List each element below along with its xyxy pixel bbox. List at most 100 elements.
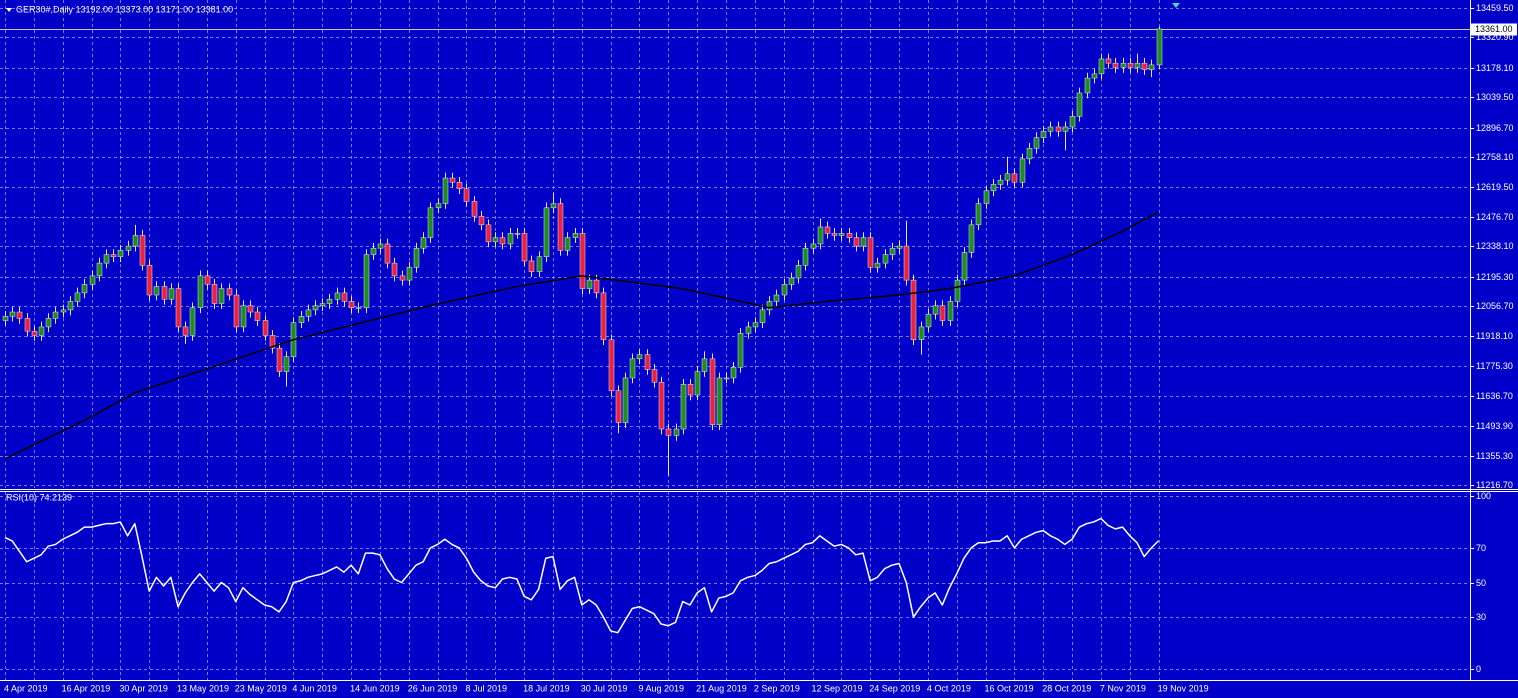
candle-body bbox=[226, 288, 233, 296]
x-tick-label: 16 Apr 2019 bbox=[62, 683, 111, 693]
shift-marker[interactable] bbox=[1172, 3, 1180, 8]
candle-body bbox=[449, 177, 456, 183]
candle-body bbox=[319, 303, 326, 306]
candle-body bbox=[334, 292, 341, 300]
candle-body bbox=[218, 288, 225, 304]
candle-body bbox=[1105, 58, 1112, 64]
candle-body bbox=[427, 207, 434, 238]
candle-body bbox=[874, 262, 881, 268]
candle-body bbox=[326, 299, 333, 304]
candle-body bbox=[485, 224, 492, 243]
candle-body bbox=[737, 333, 744, 368]
candle-body bbox=[182, 326, 189, 336]
candle-body bbox=[853, 237, 860, 247]
x-tick-label: 4 Apr 2019 bbox=[4, 683, 48, 693]
y-tick-label: 50 bbox=[1476, 578, 1486, 588]
x-tick-label: 28 Oct 2019 bbox=[1042, 683, 1091, 693]
candle-body bbox=[16, 311, 23, 319]
chart-title: GER30#,Daily 13192.00 13373.00 13171.00 … bbox=[16, 4, 233, 14]
candle-body bbox=[463, 188, 470, 202]
candle-body bbox=[478, 216, 485, 226]
y-tick-label: 11775.30 bbox=[1476, 361, 1513, 371]
moving-average bbox=[4, 211, 1159, 460]
candle-body bbox=[45, 318, 52, 328]
candle-body bbox=[644, 354, 651, 370]
candle-body bbox=[773, 294, 780, 302]
price-label: 13361.00 bbox=[1475, 24, 1513, 34]
candle-body bbox=[716, 377, 723, 425]
label-layer: 4 Apr 2019 16 Apr 2019 30 Apr 2019 13 May 2… bbox=[4, 3, 1517, 693]
candle-body bbox=[701, 358, 708, 372]
y-tick-label: 13178.10 bbox=[1476, 63, 1514, 73]
candle-body bbox=[536, 256, 543, 272]
candle-body bbox=[189, 307, 196, 336]
candle-body bbox=[435, 203, 442, 209]
candle-body bbox=[406, 267, 413, 281]
candle-body bbox=[1091, 73, 1098, 79]
price-label-box bbox=[1471, 23, 1517, 36]
candle-body bbox=[673, 428, 680, 436]
candle-body bbox=[507, 233, 514, 245]
candle-body bbox=[355, 307, 362, 310]
candle-body bbox=[1098, 58, 1105, 75]
candle-body bbox=[1148, 64, 1155, 70]
candle-body bbox=[680, 384, 687, 430]
candle-body bbox=[694, 371, 701, 396]
candle-body bbox=[103, 254, 110, 264]
candle-body bbox=[456, 182, 463, 189]
candle-body bbox=[298, 316, 305, 323]
x-tick-label: 19 Nov 2019 bbox=[1158, 683, 1209, 693]
candle-body bbox=[363, 254, 370, 309]
x-tick-label: 13 May 2019 bbox=[177, 683, 229, 693]
grid-layer bbox=[0, 0, 1470, 680]
candle-body bbox=[745, 326, 752, 334]
candle-body bbox=[247, 305, 254, 313]
y-tick-label: 70 bbox=[1476, 543, 1486, 553]
candle-body bbox=[204, 275, 211, 285]
candle-body bbox=[608, 339, 615, 391]
candle-body bbox=[925, 313, 932, 328]
candle-body bbox=[305, 309, 312, 317]
y-tick-label: 12758.10 bbox=[1476, 152, 1514, 162]
candle-body bbox=[557, 203, 564, 251]
candle-body bbox=[1127, 62, 1134, 68]
candle-body bbox=[759, 309, 766, 323]
candle-body bbox=[997, 179, 1004, 185]
candle-body bbox=[709, 358, 716, 425]
candle-body bbox=[903, 245, 910, 281]
candle-body bbox=[1112, 62, 1119, 68]
candle-body bbox=[910, 279, 917, 340]
candle-body bbox=[528, 260, 535, 272]
candle-body bbox=[377, 243, 384, 249]
candle-body bbox=[1120, 62, 1127, 68]
candle-body bbox=[579, 233, 586, 289]
candle-body bbox=[752, 322, 759, 328]
x-tick-label: 4 Jun 2019 bbox=[292, 683, 337, 693]
candle-body bbox=[283, 356, 290, 372]
candle-body bbox=[276, 347, 283, 372]
candle-body bbox=[990, 184, 997, 192]
candle-body bbox=[31, 330, 38, 336]
candle-body bbox=[788, 277, 795, 285]
candle-body bbox=[1047, 126, 1054, 132]
menu-arrow[interactable] bbox=[6, 8, 12, 12]
candle-body bbox=[67, 301, 74, 311]
candle-body bbox=[521, 233, 528, 262]
candle-body bbox=[600, 292, 607, 340]
mark-layer bbox=[2, 26, 1163, 634]
candle-body bbox=[399, 275, 406, 281]
candle-body bbox=[125, 245, 132, 251]
x-tick-label: 7 Nov 2019 bbox=[1100, 683, 1146, 693]
y-tick-label: 12338.10 bbox=[1476, 241, 1514, 251]
candle-body bbox=[593, 279, 600, 294]
candle-body bbox=[110, 254, 117, 257]
x-tick-label: 8 Jul 2019 bbox=[465, 683, 507, 693]
candle-body bbox=[802, 247, 809, 266]
candle-body bbox=[687, 384, 694, 396]
x-tick-label: 24 Sep 2019 bbox=[869, 683, 920, 693]
y-tick-label: 0 bbox=[1476, 664, 1481, 674]
candle-body bbox=[665, 428, 672, 436]
candle-body bbox=[629, 358, 636, 379]
